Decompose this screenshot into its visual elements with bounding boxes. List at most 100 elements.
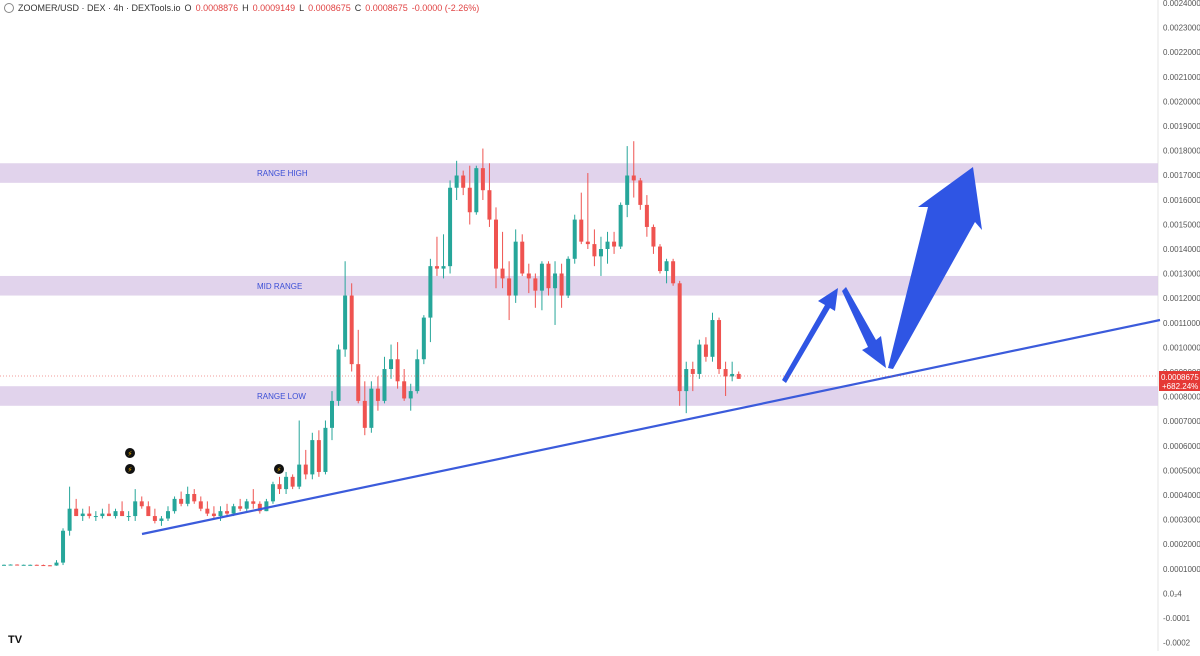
candle: [54, 560, 59, 566]
candle: [8, 564, 13, 566]
candle: [467, 165, 472, 225]
candle: [520, 234, 525, 276]
candle: [585, 173, 590, 249]
candle: [736, 371, 741, 379]
candle-body: [612, 241, 617, 247]
candle-body: [408, 391, 413, 399]
y-axis: 0.0024000 0.0023000 0.0022000 0.0021000 0.00…: [1163, 0, 1200, 648]
candle-body: [303, 464, 308, 475]
symbol-name[interactable]: ZOOMER/USD · DEX · 4h · DEXTools.io: [18, 3, 181, 13]
low-value: 0.0008675: [308, 3, 351, 13]
candle-body: [566, 258, 571, 296]
candle: [166, 506, 170, 521]
candle-body: [310, 440, 315, 475]
candle: [369, 381, 374, 433]
candle-body: [415, 359, 420, 392]
candle: [100, 508, 105, 519]
y-tick-label: 0.0007000: [1163, 417, 1200, 426]
zones: RANGE HIGH MID RANGE RANGE LOW: [0, 163, 1158, 406]
candle-body: [146, 506, 151, 517]
candle: [500, 231, 505, 289]
event-icon[interactable]: ⚡: [274, 464, 284, 474]
candle-body: [251, 501, 256, 504]
candle: [684, 361, 689, 414]
candle: [631, 141, 636, 198]
candle: [395, 342, 400, 389]
candle-body: [638, 180, 643, 205]
candle: [697, 339, 702, 379]
candle-body: [644, 204, 649, 227]
candle-body: [710, 320, 715, 357]
candle-body: [441, 266, 446, 269]
zone-label: RANGE LOW: [257, 392, 306, 401]
candle-body: [133, 501, 138, 517]
candle-body: [80, 513, 85, 517]
candle: [474, 165, 479, 215]
candle-body: [192, 494, 197, 502]
event-icon[interactable]: ⚡: [125, 464, 135, 474]
candle-body: [664, 261, 669, 272]
candle-body: [41, 565, 46, 567]
candle: [21, 564, 26, 566]
candle-body: [677, 283, 682, 392]
candle: [356, 329, 361, 404]
tradingview-logo[interactable]: TV: [8, 634, 23, 646]
trendline: [141, 318, 1161, 536]
candle: [106, 503, 111, 517]
eye-icon[interactable]: [4, 3, 14, 13]
price-tag: 0.0008675 +682.24%: [1159, 371, 1200, 391]
candle-body: [382, 369, 387, 401]
candle: [225, 503, 230, 517]
candle: [389, 344, 394, 379]
candle-body: [179, 498, 184, 504]
candle: [717, 317, 722, 374]
candle-body: [297, 464, 302, 487]
candle: [375, 376, 380, 411]
candle: [415, 349, 420, 394]
y-tick-label: 0.0001000: [1163, 565, 1200, 574]
y-tick-label: -0.0002: [1163, 639, 1191, 648]
event-icon[interactable]: ⚡: [125, 448, 135, 458]
candle-body: [152, 516, 157, 521]
y-tick-label: 0.0006000: [1163, 442, 1200, 451]
candle: [658, 244, 662, 274]
candle-body: [257, 503, 262, 512]
candle: [238, 498, 243, 512]
candle: [507, 261, 512, 321]
candle: [618, 202, 623, 249]
candle: [205, 501, 210, 517]
candle-body: [454, 175, 459, 188]
candle-body: [553, 273, 558, 289]
price-tag-price: 0.0008675: [1161, 373, 1199, 382]
candle: [382, 356, 387, 404]
candle: [192, 489, 197, 504]
candle-body: [343, 295, 348, 350]
candle-body: [211, 513, 216, 517]
candle: [546, 261, 551, 296]
candle-body: [467, 187, 472, 213]
candle-body: [205, 508, 210, 514]
candle-body: [730, 373, 735, 377]
candle-body: [349, 295, 354, 365]
candle: [34, 564, 39, 566]
candle-body: [526, 273, 531, 279]
candle-body: [618, 204, 623, 247]
candle: [730, 361, 735, 382]
candle-body: [270, 484, 275, 502]
candle: [28, 564, 33, 566]
candle-body: [395, 359, 400, 382]
candle: [690, 361, 695, 392]
candle-body: [172, 498, 177, 512]
candle: [244, 498, 249, 512]
candle-body: [500, 268, 505, 279]
candle: [2, 564, 6, 566]
candle-body: [369, 388, 374, 428]
candle-body: [166, 511, 170, 519]
candle: [349, 283, 354, 372]
candle: [710, 312, 715, 362]
price-tag-change: +682.24%: [1162, 382, 1198, 391]
candle: [598, 236, 603, 276]
candle-body: [47, 565, 52, 567]
candle-body: [448, 187, 453, 267]
